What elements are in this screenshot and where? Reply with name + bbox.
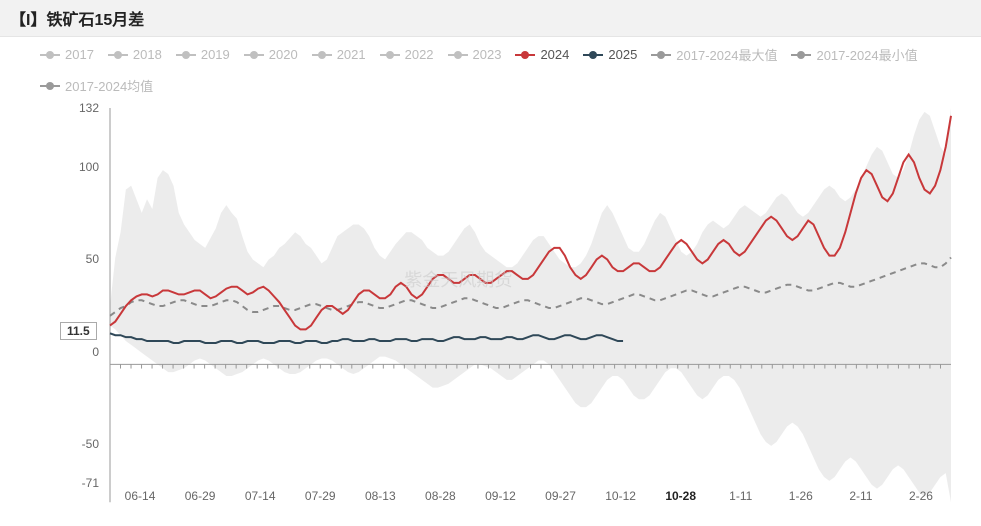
legend-item-2024[interactable]: 2024 bbox=[515, 47, 569, 62]
legend-label: 2023 bbox=[473, 47, 502, 62]
legend-item-2020[interactable]: 2020 bbox=[244, 47, 298, 62]
legend-label: 2024 bbox=[540, 47, 569, 62]
legend-item-2023[interactable]: 2023 bbox=[448, 47, 502, 62]
legend-item-2019[interactable]: 2019 bbox=[176, 47, 230, 62]
legend-label: 2021 bbox=[337, 47, 366, 62]
chart-svg bbox=[110, 108, 951, 502]
legend-item-2017-2024均值[interactable]: 2017-2024均值 bbox=[40, 76, 153, 95]
current-value-chip: 11.5 bbox=[60, 322, 97, 340]
legend-item-2017-2024最大值[interactable]: 2017-2024最大值 bbox=[651, 45, 777, 64]
legend-item-2022[interactable]: 2022 bbox=[380, 47, 434, 62]
chart-area: -71 -50 0 50 100 132 11.5 紫金天风期货 06-14 06-29 07… bbox=[60, 103, 961, 511]
legend-swatch bbox=[515, 54, 535, 56]
x-tick: 06-14 bbox=[125, 489, 156, 503]
legend-label: 2017-2024均值 bbox=[65, 76, 153, 95]
legend-swatch bbox=[244, 54, 264, 56]
plot-area[interactable]: 紫金天风期货 bbox=[110, 108, 951, 483]
x-tick: 09-27 bbox=[545, 489, 576, 503]
legend-swatch bbox=[651, 54, 671, 56]
y-tick: 100 bbox=[79, 160, 99, 174]
legend-label: 2018 bbox=[133, 47, 162, 62]
x-tick: 08-28 bbox=[425, 489, 456, 503]
legend-item-2021[interactable]: 2021 bbox=[312, 47, 366, 62]
y-tick: -71 bbox=[82, 476, 99, 490]
x-tick: 1-11 bbox=[729, 489, 752, 503]
legend-swatch bbox=[40, 54, 60, 56]
x-tick: 07-29 bbox=[305, 489, 336, 503]
x-tick: 06-29 bbox=[185, 489, 216, 503]
x-tick: 08-13 bbox=[365, 489, 396, 503]
legend-swatch bbox=[380, 54, 400, 56]
legend-label: 2017 bbox=[65, 47, 94, 62]
x-axis: 06-14 06-29 07-14 07-29 08-13 08-28 09-12 09-27… bbox=[110, 489, 951, 511]
legend-item-2017[interactable]: 2017 bbox=[40, 47, 94, 62]
y-tick: 0 bbox=[92, 345, 99, 359]
x-tick: 09-12 bbox=[485, 489, 516, 503]
y-tick: 50 bbox=[86, 252, 99, 266]
x-tick-highlight: 10-28 bbox=[665, 489, 696, 503]
legend-label: 2017-2024最大值 bbox=[676, 45, 777, 64]
legend-item-2017-2024最小值[interactable]: 2017-2024最小值 bbox=[791, 45, 917, 64]
legend-swatch bbox=[448, 54, 468, 56]
legend-label: 2022 bbox=[405, 47, 434, 62]
chart-title: 【I】铁矿石15月差 bbox=[10, 12, 144, 29]
legend-label: 2017-2024最小值 bbox=[816, 45, 917, 64]
x-tick: 2-11 bbox=[849, 489, 872, 503]
legend-label: 2019 bbox=[201, 47, 230, 62]
legend-swatch bbox=[40, 85, 60, 87]
legend-swatch bbox=[791, 54, 811, 56]
legend-label: 2025 bbox=[608, 47, 637, 62]
x-tick: 07-14 bbox=[245, 489, 276, 503]
legend-swatch bbox=[312, 54, 332, 56]
y-tick: 132 bbox=[79, 101, 99, 115]
chart-legend: 2017 2018 2019 2020 2021 2022 2023 2024 2025 2017… bbox=[0, 37, 981, 99]
title-bar: 【I】铁矿石15月差 bbox=[0, 0, 981, 37]
legend-swatch bbox=[108, 54, 128, 56]
legend-swatch bbox=[583, 54, 603, 56]
legend-label: 2020 bbox=[269, 47, 298, 62]
y-tick: -50 bbox=[82, 437, 99, 451]
legend-swatch bbox=[176, 54, 196, 56]
legend-item-2018[interactable]: 2018 bbox=[108, 47, 162, 62]
x-tick: 1-26 bbox=[789, 489, 813, 503]
x-tick: 2-26 bbox=[909, 489, 933, 503]
y-axis: -71-50050100132 bbox=[60, 108, 105, 483]
legend-item-2025[interactable]: 2025 bbox=[583, 47, 637, 62]
x-tick: 10-12 bbox=[605, 489, 636, 503]
